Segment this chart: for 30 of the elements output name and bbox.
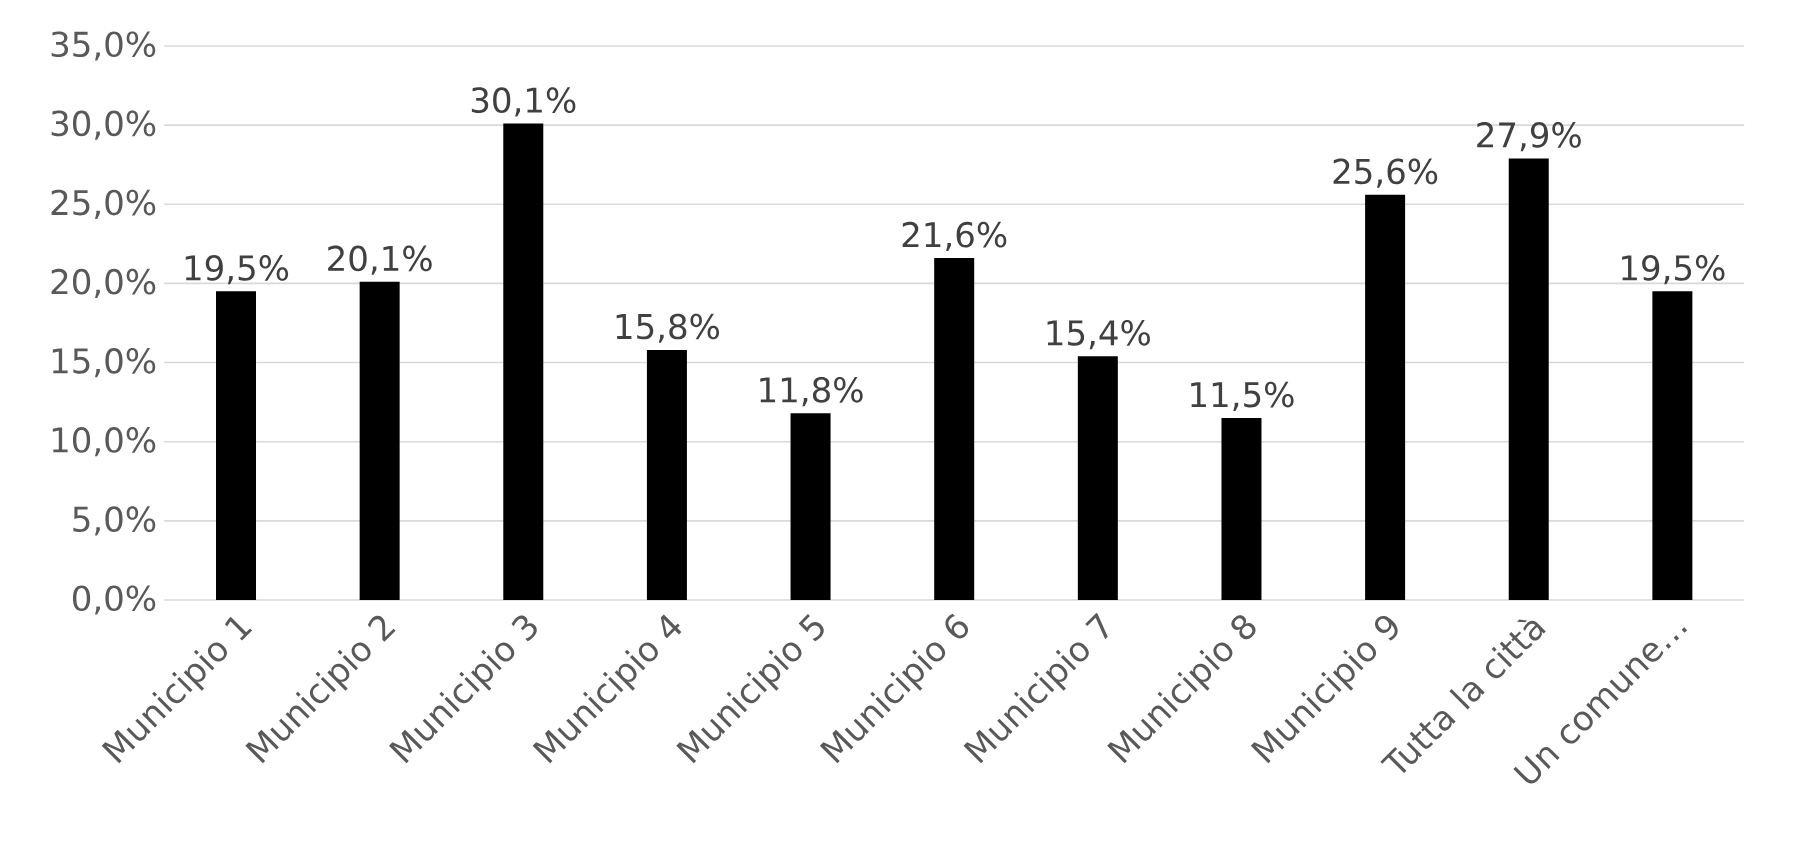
bar	[1365, 194, 1406, 600]
data-label: 30,1%	[471, 87, 576, 117]
data-label: 21,6%	[902, 221, 1007, 252]
y-tick-label: 10,0%	[52, 427, 156, 457]
data-label: 11,8%	[760, 376, 863, 407]
bar	[1652, 291, 1693, 600]
bar	[216, 291, 257, 600]
bar	[934, 258, 975, 600]
bar	[790, 413, 831, 600]
bar	[1221, 417, 1262, 600]
y-tick-label: 20,0%	[51, 268, 156, 299]
data-label: 15,8%	[616, 313, 720, 343]
y-tick-label: 5,0%	[73, 506, 156, 536]
bar	[359, 281, 400, 600]
data-label: 19,5%	[185, 255, 289, 285]
data-label: 25,6%	[1333, 158, 1438, 188]
y-tick-label: 35,0%	[51, 31, 156, 61]
data-label: 15,4%	[1047, 319, 1150, 350]
bar	[646, 349, 687, 600]
y-tick-label: 30,0%	[51, 110, 156, 140]
bar	[1077, 356, 1118, 600]
y-tick-label: 25,0%	[51, 189, 156, 219]
data-label: 20,1%	[328, 245, 432, 275]
data-label: 19,5%	[1622, 255, 1725, 285]
bar	[503, 123, 544, 600]
data-label: 11,5%	[1191, 381, 1294, 411]
data-label: 27,9%	[1477, 122, 1581, 152]
bar	[1508, 158, 1549, 600]
y-tick-label: 0,0%	[72, 585, 156, 615]
y-tick-label: 15,0%	[52, 347, 156, 378]
